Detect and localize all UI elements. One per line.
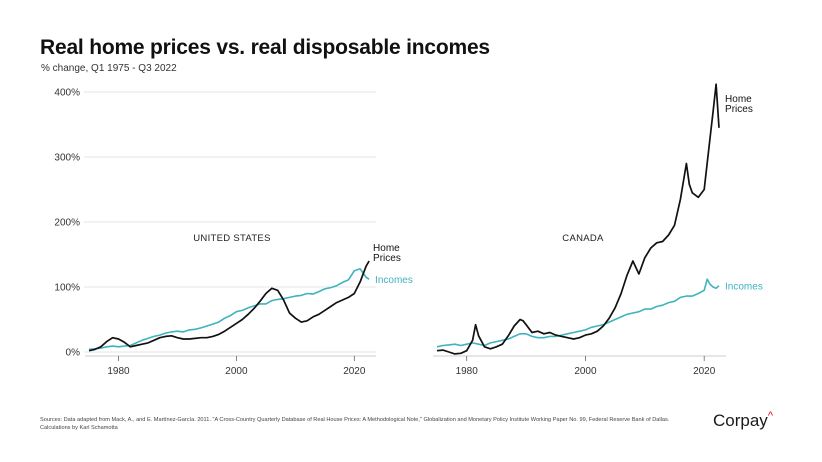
y-tick-label-200: 200% — [54, 218, 80, 229]
sources-note: Sources: Data adapted from Mack, A., and… — [40, 417, 670, 431]
x-tick-label-1-2000: 2000 — [574, 366, 597, 377]
series-label-1-0: Home Prices — [725, 94, 753, 115]
chart-subtitle: % change, Q1 1975 - Q3 2022 — [41, 63, 177, 74]
y-tick-label-100: 100% — [54, 283, 80, 294]
chart-title: Real home prices vs. real disposable inc… — [40, 36, 490, 59]
panel-label-1: CANADA — [562, 233, 604, 244]
series-line-0-1 — [88, 268, 370, 351]
series-label-0-0: Home Prices — [373, 243, 401, 264]
logo-text: Corpay — [713, 411, 768, 430]
panel-canada: 1980 2000 2020 CANADA Incomes Home Prices — [433, 83, 763, 377]
series-line-1-0 — [436, 83, 720, 355]
corpay-logo: Corpay^ — [713, 410, 773, 431]
y-tick-label-0: 0% — [66, 348, 81, 359]
series-label-0-1: Incomes — [375, 275, 413, 286]
panel-united-states: 0% 100% 200% 300% 400% 1980 2000 2020 UNITED STA… — [54, 88, 412, 378]
x-tick-label-0-2000: 2000 — [225, 366, 248, 377]
x-tick-label-0-2020: 2020 — [343, 366, 366, 377]
x-tick-label-1-1980: 1980 — [456, 366, 479, 377]
series-line-0-0 — [88, 260, 370, 352]
x-tick-label-0-1980: 1980 — [107, 366, 130, 377]
logo-caret-icon: ^ — [767, 410, 773, 422]
series-label-1-1: Incomes — [725, 282, 763, 293]
panel-label-0: UNITED STATES — [193, 233, 270, 244]
y-tick-label-400: 400% — [54, 88, 80, 99]
x-tick-label-1-2020: 2020 — [693, 366, 716, 377]
series-line-1-1 — [436, 278, 720, 348]
y-tick-label-300: 300% — [54, 153, 80, 164]
